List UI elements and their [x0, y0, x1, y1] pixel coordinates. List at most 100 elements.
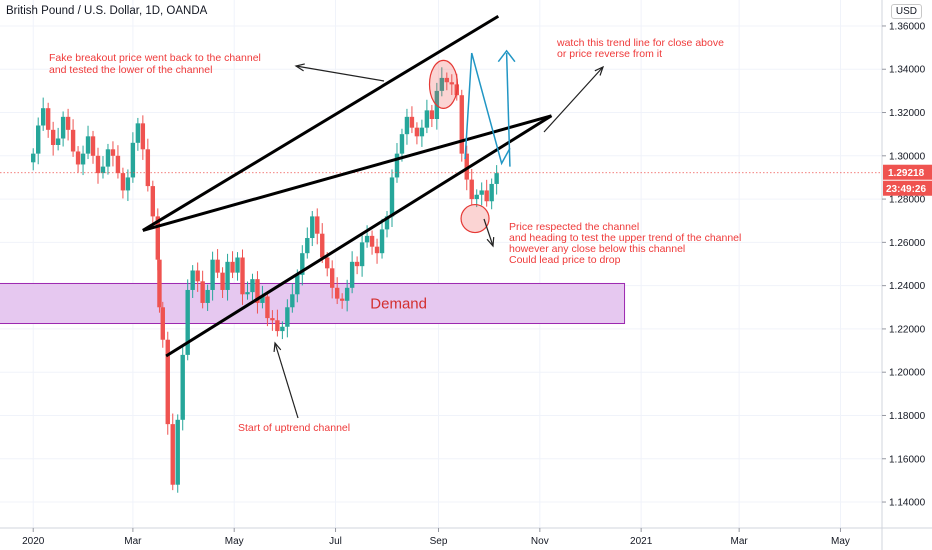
trend-lines [142, 14, 553, 358]
candle-body [315, 216, 320, 234]
candle-body [494, 173, 499, 184]
arrow-drop-warning-head [486, 236, 495, 248]
candle-body [155, 216, 160, 260]
candle-body [310, 216, 315, 239]
candle-body [240, 257, 245, 295]
upper-channel-line [142, 14, 500, 232]
arrow-to-fake-breakout-note [295, 65, 385, 82]
price-tick-label: 1.18000 [889, 411, 926, 422]
candle-body [265, 296, 270, 319]
candle-body [115, 155, 121, 174]
candle-body [135, 123, 141, 143]
candle-body [300, 253, 305, 275]
time-tick-label: Nov [531, 536, 549, 547]
last-price-value: 1.29218 [888, 168, 925, 179]
candle-body [110, 149, 116, 156]
candle-body [180, 354, 185, 420]
candle-body [40, 108, 46, 126]
candle-body [409, 116, 415, 128]
candle-body [36, 125, 41, 154]
annotation-text: watch this trend line for close above [556, 37, 724, 49]
candle-body [429, 110, 435, 120]
annotation-arrows [273, 63, 605, 419]
annotation-text: and tested the lower of the channel [49, 64, 212, 76]
candle-body [339, 298, 345, 301]
candle-body [275, 320, 280, 332]
candle-body [55, 138, 61, 145]
candle-body [280, 326, 285, 332]
candle-body [125, 177, 131, 191]
projection-path [464, 49, 516, 167]
candle-body [290, 294, 295, 308]
candle-body [325, 257, 330, 269]
candle-body [200, 281, 205, 303]
candle-body [140, 123, 146, 150]
lower-channel-line [165, 114, 553, 358]
price-tick-label: 1.14000 [889, 498, 926, 509]
price-tick-label: 1.28000 [889, 195, 926, 206]
candle-body [354, 261, 360, 267]
candle-body [150, 186, 156, 217]
candle-body [449, 82, 454, 85]
candle-body [384, 216, 390, 230]
time-tick-label: 2020 [22, 536, 45, 547]
price-tick-label: 1.34000 [889, 65, 926, 76]
candle-body [320, 233, 325, 258]
candle-body [270, 318, 275, 321]
candle-body [464, 153, 469, 180]
candle-body [235, 257, 240, 273]
candle-body [344, 287, 350, 301]
candle-body [230, 261, 235, 273]
candle-body [60, 116, 66, 139]
demand-zone [0, 282, 626, 325]
candle-body [75, 151, 81, 165]
time-tick-label: Sep [430, 536, 448, 547]
price-tick-label: 1.20000 [889, 368, 926, 379]
countdown-badge [883, 180, 932, 196]
candle-body [394, 153, 400, 178]
candle-body [160, 307, 165, 340]
candle-body [210, 259, 215, 290]
candle-body [444, 77, 450, 83]
candle-body [369, 235, 375, 247]
candle-body [479, 190, 484, 195]
annotation-text: or price reverse from it [557, 48, 662, 60]
projection-up-arrow [505, 52, 511, 167]
annotation-text: and heading to test the upper trend of t… [509, 232, 741, 244]
time-tick-label: May [225, 536, 244, 547]
candle-body [65, 116, 71, 130]
candle-body [359, 242, 365, 267]
price-tick-label: 1.16000 [889, 454, 926, 465]
price-tick-label: 1.22000 [889, 324, 926, 335]
currency-badge[interactable]: USD [890, 4, 922, 19]
candle-body [170, 424, 175, 485]
arrow-watch-trendline-head [594, 65, 605, 76]
candle-body [100, 166, 106, 174]
candle-body [205, 289, 210, 303]
candle-body [469, 179, 474, 200]
annotation-text: Fake breakout price went back to the cha… [49, 52, 261, 64]
candle-body [250, 279, 255, 293]
candle-body [215, 259, 220, 273]
arrow-start-channel [274, 342, 299, 419]
last-price-badge [883, 164, 932, 180]
candle-body [157, 259, 162, 308]
candle-body [45, 108, 51, 130]
demand-zone-label: Demand [370, 295, 427, 312]
candle-body [439, 77, 445, 91]
candle-body [165, 339, 170, 425]
countdown-value: 23:49:26 [886, 184, 926, 195]
candle-body [80, 153, 86, 165]
candle-body [50, 129, 56, 145]
price-tick-label: 1.32000 [889, 108, 926, 119]
middle-trend-line [142, 114, 552, 232]
candle-body [305, 238, 310, 254]
annotation-text: Price respected the channel [509, 221, 639, 233]
candle-body [399, 134, 405, 154]
channel-test-ellipse [460, 203, 490, 234]
price-tick-label: 1.30000 [889, 151, 926, 162]
candle-body [374, 246, 380, 254]
candle-body [364, 235, 370, 243]
price-tick-label: 1.24000 [889, 281, 926, 292]
